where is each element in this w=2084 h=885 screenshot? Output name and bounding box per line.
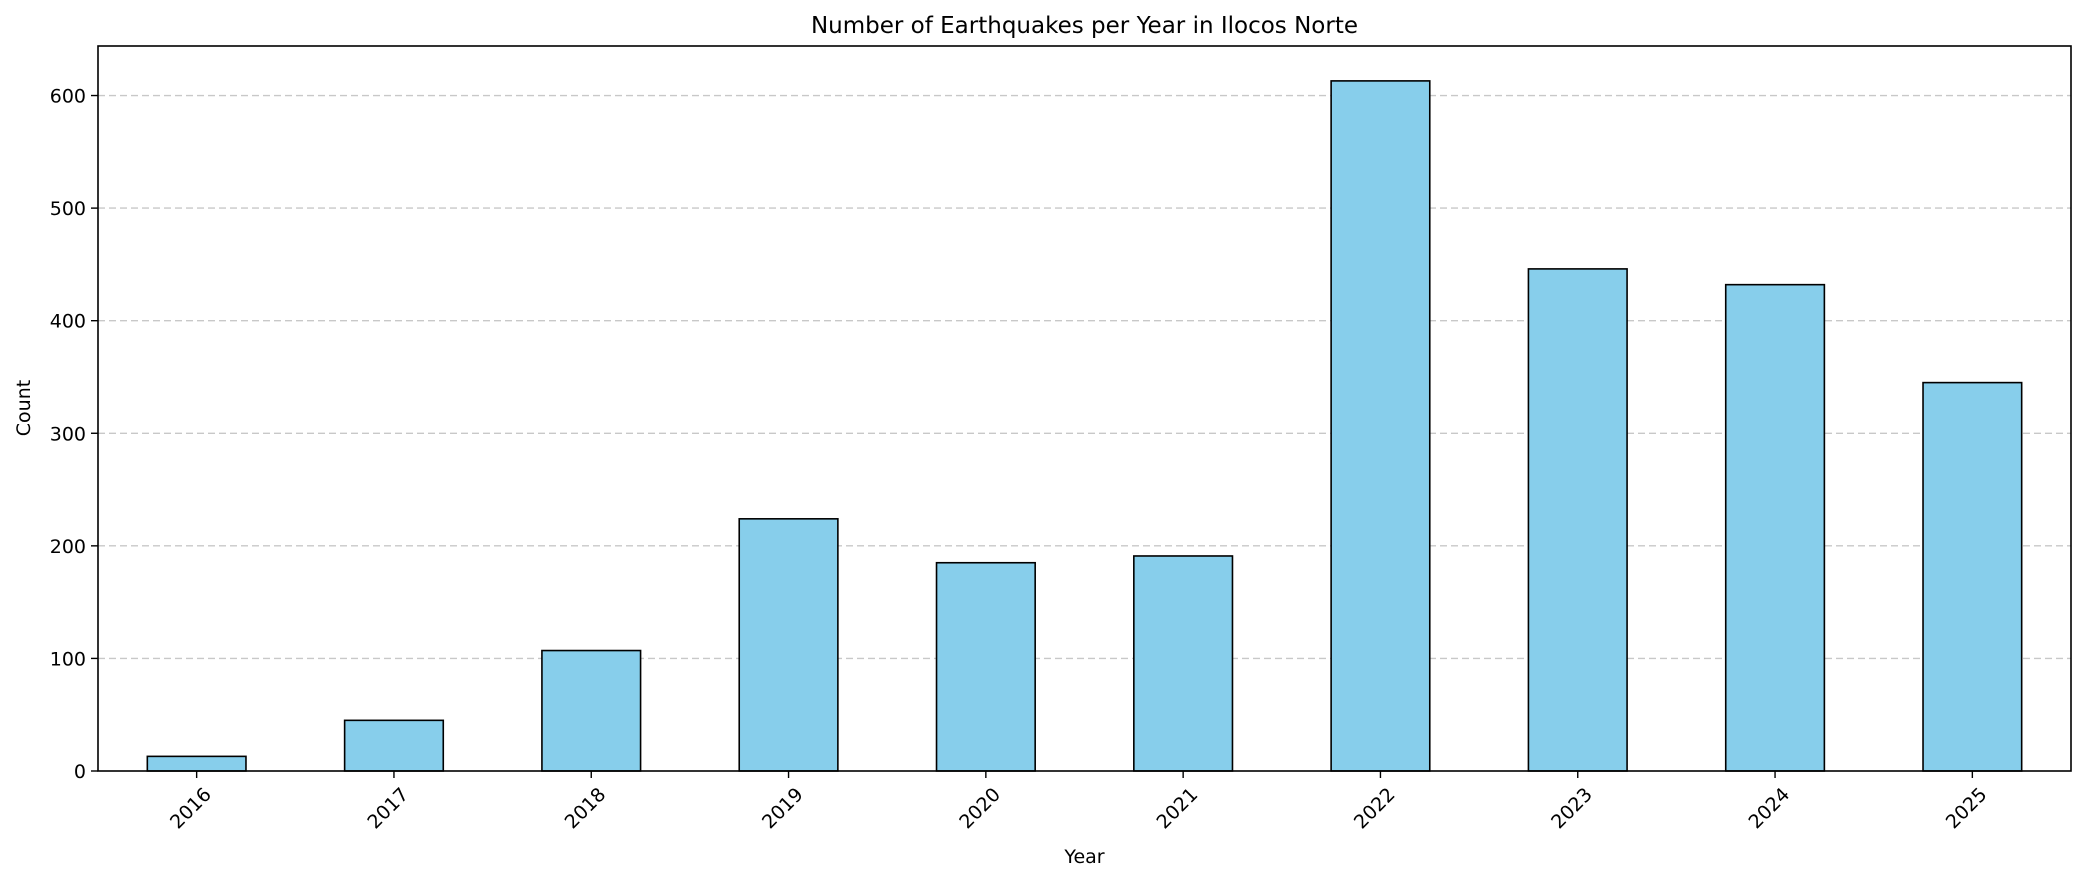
x-tick-label: 2025 (1942, 784, 1992, 834)
bar-2025 (1922, 381, 2023, 772)
bar-2020 (935, 561, 1036, 772)
chart-title: Number of Earthquakes per Year in Ilocos… (811, 13, 1358, 39)
y-axis-ticks: 0 100 200 300 400 500 600 (50, 86, 98, 783)
y-axis-label: Count (13, 380, 35, 436)
x-tick-label: 2019 (758, 784, 808, 834)
x-tick-label: 2018 (561, 784, 611, 834)
bar-2017 (343, 719, 445, 772)
bar-2018 (541, 649, 642, 772)
bar-2024 (1724, 283, 1826, 772)
y-tick-label: 100 (50, 648, 86, 670)
x-tick-label: 2024 (1744, 784, 1794, 834)
bar-2022 (1330, 80, 1431, 772)
y-tick-label: 400 (50, 311, 86, 333)
bar-2023 (1527, 268, 1628, 772)
bar-2016 (146, 755, 247, 772)
x-tick-label: 2020 (955, 784, 1005, 834)
x-tick-label: 2022 (1350, 784, 1400, 834)
x-tick-label: 2017 (363, 784, 413, 834)
x-axis-ticks: 2016 2017 2018 2019 2020 2021 2022 2023 2024 2025 (166, 771, 1991, 833)
y-tick-label: 200 (50, 536, 86, 558)
y-tick-label: 600 (50, 86, 86, 108)
plot-frame (97, 45, 2072, 772)
x-tick-label: 2021 (1153, 784, 1203, 834)
x-axis-label: Year (1063, 846, 1104, 868)
bars (146, 80, 2023, 772)
x-tick-label: 2023 (1547, 784, 1597, 834)
x-tick-label: 2016 (166, 784, 216, 834)
y-tick-label: 500 (50, 198, 86, 220)
y-tick-label: 300 (50, 423, 86, 445)
bar-2019 (738, 518, 839, 772)
y-tick-label: 0 (74, 761, 86, 783)
bar-2021 (1133, 555, 1234, 772)
